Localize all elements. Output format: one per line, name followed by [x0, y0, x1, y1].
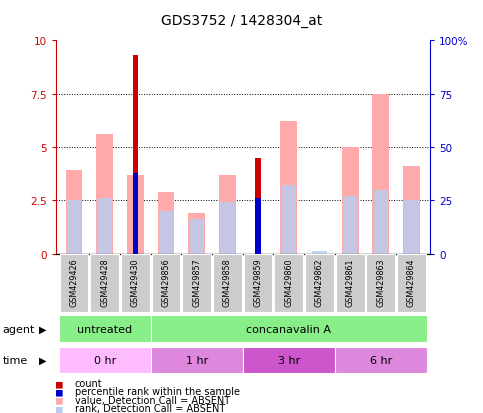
- Bar: [188, 214, 205, 254]
- Bar: [132, 173, 138, 254]
- Text: GSM429430: GSM429430: [131, 257, 140, 306]
- Bar: [341, 147, 358, 254]
- Bar: [189, 220, 204, 254]
- Text: GSM429861: GSM429861: [346, 257, 355, 306]
- Bar: [132, 56, 138, 254]
- FancyBboxPatch shape: [90, 254, 119, 312]
- Text: GSM429428: GSM429428: [100, 257, 109, 306]
- Bar: [98, 199, 112, 254]
- Text: ■: ■: [56, 378, 62, 388]
- FancyBboxPatch shape: [367, 254, 395, 312]
- Text: GSM429864: GSM429864: [407, 257, 416, 306]
- Bar: [280, 122, 297, 254]
- Text: GSM429859: GSM429859: [254, 257, 263, 306]
- Text: GSM429856: GSM429856: [161, 257, 170, 306]
- Bar: [256, 199, 261, 254]
- Text: value, Detection Call = ABSENT: value, Detection Call = ABSENT: [75, 395, 230, 405]
- Bar: [403, 167, 420, 254]
- Text: agent: agent: [2, 324, 35, 334]
- FancyBboxPatch shape: [121, 254, 150, 312]
- FancyBboxPatch shape: [58, 347, 151, 373]
- Text: ■: ■: [56, 403, 62, 413]
- FancyBboxPatch shape: [152, 254, 181, 312]
- Bar: [157, 192, 174, 254]
- Text: percentile rank within the sample: percentile rank within the sample: [75, 387, 240, 396]
- Text: ■: ■: [56, 395, 62, 405]
- FancyBboxPatch shape: [151, 316, 427, 342]
- Text: 3 hr: 3 hr: [278, 355, 300, 365]
- Bar: [66, 171, 83, 254]
- Text: 1 hr: 1 hr: [185, 355, 208, 365]
- Bar: [256, 158, 261, 254]
- Text: untreated: untreated: [77, 324, 132, 334]
- FancyBboxPatch shape: [305, 254, 334, 312]
- Text: ■: ■: [56, 387, 62, 396]
- Text: ▶: ▶: [39, 324, 46, 334]
- FancyBboxPatch shape: [274, 254, 303, 312]
- FancyBboxPatch shape: [59, 254, 88, 312]
- FancyBboxPatch shape: [58, 316, 151, 342]
- Bar: [96, 135, 113, 254]
- Bar: [312, 252, 327, 254]
- Bar: [127, 175, 144, 254]
- FancyBboxPatch shape: [397, 254, 426, 312]
- Bar: [404, 201, 419, 254]
- Bar: [343, 197, 357, 254]
- FancyBboxPatch shape: [335, 347, 427, 373]
- FancyBboxPatch shape: [182, 254, 211, 312]
- FancyBboxPatch shape: [336, 254, 365, 312]
- Text: GSM429860: GSM429860: [284, 257, 293, 306]
- Text: GSM429863: GSM429863: [376, 257, 385, 306]
- FancyBboxPatch shape: [213, 254, 242, 312]
- Text: concanavalin A: concanavalin A: [246, 324, 331, 334]
- Text: rank, Detection Call = ABSENT: rank, Detection Call = ABSENT: [75, 403, 225, 413]
- Bar: [159, 211, 173, 254]
- Text: ▶: ▶: [39, 355, 46, 365]
- FancyBboxPatch shape: [243, 254, 272, 312]
- Bar: [372, 95, 389, 254]
- Text: GSM429426: GSM429426: [70, 257, 78, 306]
- Bar: [67, 201, 81, 254]
- Bar: [282, 186, 296, 254]
- Text: time: time: [2, 355, 28, 365]
- Bar: [219, 175, 236, 254]
- Text: GSM429857: GSM429857: [192, 257, 201, 306]
- Text: 0 hr: 0 hr: [94, 355, 116, 365]
- Text: count: count: [75, 378, 102, 388]
- FancyBboxPatch shape: [151, 347, 243, 373]
- FancyBboxPatch shape: [243, 347, 335, 373]
- Bar: [220, 203, 235, 254]
- Text: GSM429862: GSM429862: [315, 257, 324, 306]
- Text: GDS3752 / 1428304_at: GDS3752 / 1428304_at: [161, 14, 322, 28]
- Text: GSM429858: GSM429858: [223, 257, 232, 306]
- Text: 6 hr: 6 hr: [369, 355, 392, 365]
- Bar: [374, 190, 388, 254]
